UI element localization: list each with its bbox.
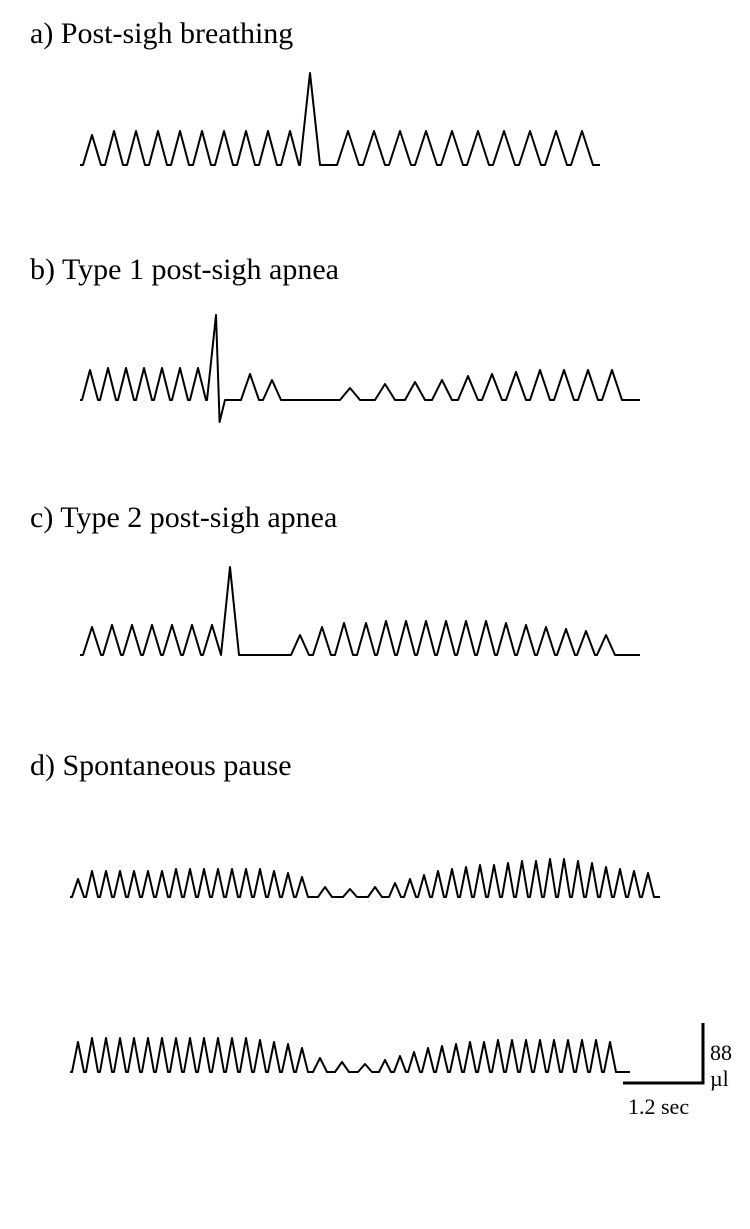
panel-d-label: d) Spontaneous pause — [30, 748, 292, 784]
panel-d-trace-2 — [70, 1000, 630, 1090]
panel-a-label: a) Post-sigh breathing — [30, 16, 293, 52]
panel-a-trace-1 — [80, 70, 600, 190]
panel-b-trace-1 — [80, 310, 640, 430]
panel-c-trace-1 — [80, 560, 640, 680]
scale-bar — [620, 1020, 706, 1091]
scale-v-label: 88 µl — [710, 1040, 750, 1092]
panel-b-label: b) Type 1 post-sigh apnea — [30, 252, 339, 288]
panel-d-trace-1 — [70, 825, 660, 915]
scale-h-label: 1.2 sec — [628, 1094, 689, 1120]
figure-page: a) Post-sigh breathing b) Type 1 post-si… — [0, 0, 750, 1229]
panel-c-label: c) Type 2 post-sigh apnea — [30, 500, 337, 536]
